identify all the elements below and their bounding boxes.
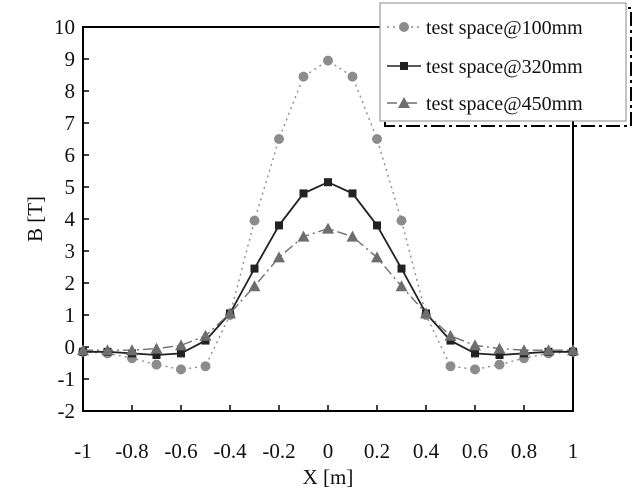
legend-box	[379, 2, 627, 122]
x-tick-label: 0.8	[511, 439, 537, 463]
data-point	[175, 339, 187, 351]
data-point	[297, 230, 310, 242]
y-tick-label: 2	[65, 271, 76, 295]
data-point	[250, 264, 259, 273]
x-axis-ticks: -1 -0.8 -0.6 -0.4 -0.2 0 0.2 0.4 0.6 0.8 1	[74, 405, 578, 463]
legend-items: test space@100mm test space@320mm test spa…	[387, 17, 583, 115]
data-point	[346, 230, 359, 242]
y-tick-label: 8	[65, 79, 76, 103]
data-point	[445, 361, 456, 372]
legend-item: test space@450mm	[387, 93, 583, 115]
data-point	[347, 71, 358, 82]
y-tick-label: 6	[65, 143, 76, 167]
x-tick-label: 0.2	[364, 439, 390, 463]
data-point	[495, 351, 504, 359]
legend-marker	[398, 97, 410, 108]
y-axis-ticks: -2 -1 0 1 2 3 4 5 6 7 8 9 10	[54, 15, 89, 423]
data-point	[348, 189, 357, 198]
data-point	[396, 215, 407, 226]
y-tick-label: 9	[65, 47, 76, 71]
x-tick-label: -1	[74, 439, 92, 463]
data-point	[444, 329, 457, 341]
series-3	[77, 222, 579, 356]
y-axis-title: B [T]	[23, 196, 47, 242]
x-tick-label: 0.4	[413, 439, 440, 463]
legend-label: test space@320mm	[426, 56, 583, 78]
x-tick-label: 0	[323, 439, 334, 463]
data-point	[275, 221, 283, 230]
data-point	[101, 344, 114, 356]
data-point	[323, 55, 333, 66]
data-point	[493, 342, 506, 354]
data-point	[494, 359, 505, 370]
data-point	[224, 307, 236, 319]
data-point	[274, 134, 284, 144]
y-tick-label: 0	[65, 335, 76, 359]
data-point	[152, 351, 161, 359]
legend-item: test space@100mm	[387, 17, 583, 39]
data-point	[518, 344, 530, 356]
x-tick-label: 0.6	[462, 439, 488, 463]
data-point	[372, 134, 382, 144]
data-point	[126, 344, 138, 356]
data-point	[395, 280, 408, 292]
x-tick-label: -0.8	[115, 439, 148, 463]
data-point	[469, 339, 481, 351]
legend-item: test space@320mm	[387, 56, 583, 78]
data-point	[471, 349, 479, 358]
data-point	[151, 359, 162, 370]
data-point	[176, 364, 186, 375]
data-point	[200, 361, 211, 372]
x-tick-label: -0.2	[262, 439, 295, 463]
legend-label: test space@450mm	[426, 93, 583, 115]
y-tick-label: 1	[65, 303, 76, 327]
x-tick-label: -0.6	[164, 439, 197, 463]
data-point	[373, 221, 381, 230]
data-point	[371, 251, 383, 263]
data-point	[249, 215, 260, 226]
legend-marker	[400, 62, 408, 70]
data-point	[299, 189, 308, 198]
data-point	[150, 342, 163, 354]
y-tick-label: -1	[58, 367, 76, 391]
y-tick-label: 3	[65, 239, 76, 263]
x-axis-title: X [m]	[303, 465, 354, 489]
x-tick-label: 1	[568, 439, 579, 463]
y-tick-label: 7	[65, 111, 76, 135]
series-layer	[77, 55, 579, 375]
legend-label: test space@100mm	[426, 17, 583, 39]
legend: test space@100mm test space@320mm test spa…	[379, 2, 632, 127]
y-tick-label: 4	[65, 207, 76, 231]
y-tick-label: -2	[58, 399, 76, 423]
data-point	[470, 364, 480, 375]
data-point	[567, 344, 579, 356]
data-point	[77, 344, 89, 356]
data-point	[397, 264, 406, 273]
data-point	[199, 329, 212, 341]
data-point	[273, 251, 285, 263]
y-tick-label: 10	[54, 15, 75, 39]
data-point	[248, 280, 261, 292]
series-line	[83, 227, 573, 351]
data-point	[322, 222, 334, 234]
data-point	[324, 178, 332, 187]
y-tick-label: 5	[65, 175, 76, 199]
data-point	[542, 344, 555, 356]
data-point	[420, 307, 432, 319]
legend-marker	[399, 22, 409, 32]
x-tick-label: -0.4	[213, 439, 247, 463]
data-point	[298, 71, 309, 82]
data-point	[177, 349, 185, 358]
